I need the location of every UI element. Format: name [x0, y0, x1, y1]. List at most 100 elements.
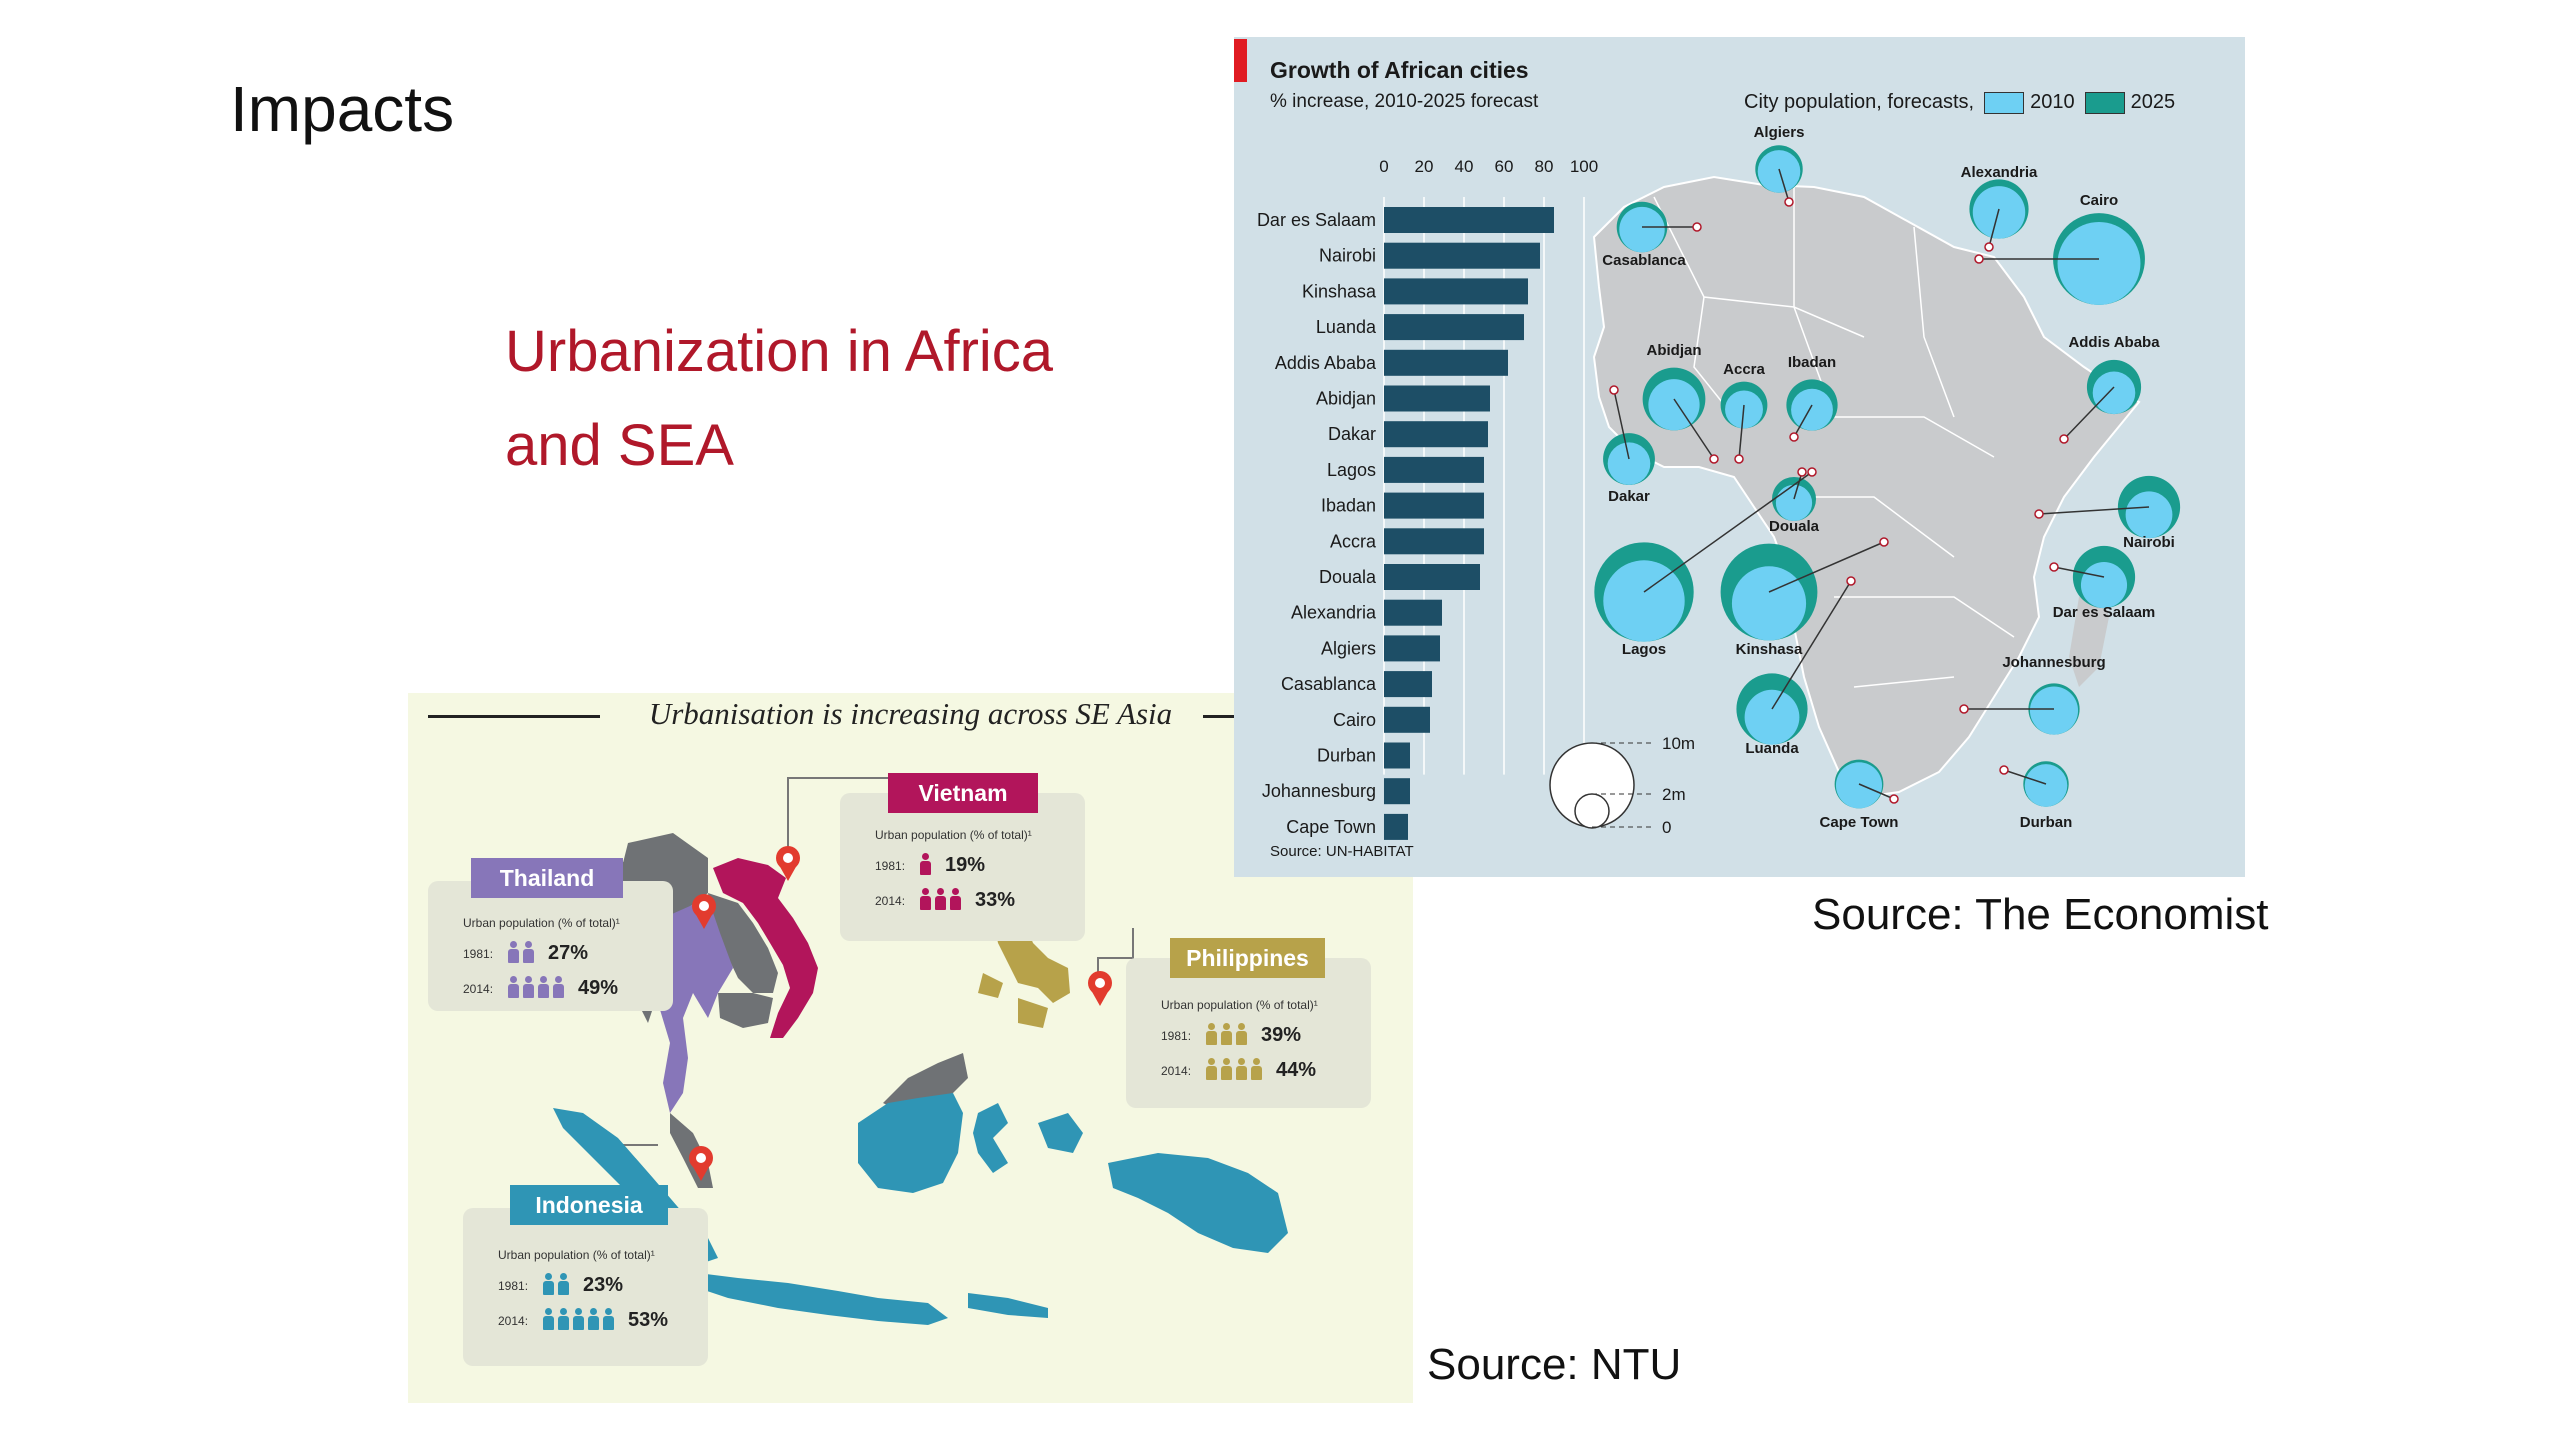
economist-red-tab [1234, 39, 1247, 82]
indonesia-tag: Indonesia [510, 1185, 668, 1225]
legend-swatch-2025 [2084, 91, 2125, 114]
bar [1384, 421, 1488, 448]
bar-category-label: Dakar [1328, 424, 1376, 444]
legend-2025: 2025 [2130, 91, 2176, 113]
bar-category-label: Luanda [1316, 317, 1377, 337]
leader-line [2063, 386, 2115, 440]
bar-category-label: Algiers [1321, 638, 1376, 658]
bar-category-label: Casablanca [1281, 674, 1377, 694]
philippines-pin-icon [1088, 971, 1112, 1006]
thailand-1981-people-icons [508, 941, 538, 966]
bar-category-label: Abidjan [1316, 389, 1376, 409]
indonesia-2014-label: 2014: [498, 1313, 529, 1328]
bar-category-label: Alexandria [1291, 603, 1377, 623]
map-pins [689, 846, 1112, 1181]
city-label: Durban [2020, 814, 2073, 831]
source-ntu: Source: NTU [1427, 1340, 1682, 1389]
bar-category-label: Addis Ababa [1275, 353, 1377, 373]
person-icon [558, 1308, 569, 1330]
city-dot [1609, 385, 1619, 395]
city-label: Lagos [1622, 641, 1666, 658]
leader-line [1643, 471, 1813, 593]
bar [1384, 349, 1508, 376]
person-icon [920, 888, 931, 910]
city-label: Casablanca [1602, 252, 1686, 269]
source-economist: Source: The Economist [1812, 890, 2269, 939]
leader-line [2003, 769, 2047, 785]
bar [1384, 528, 1484, 555]
vietnam-shape [713, 858, 818, 1038]
city-dot [2059, 434, 2069, 444]
laos-shape [708, 893, 778, 993]
vietnam-card: Urban population (% of total)¹ 1981: 19%… [840, 793, 1085, 941]
philippines-1981-people-icons [1206, 1023, 1251, 1048]
city-bubbles: Algiers Alexandria Cairo Casablanca Addis Ab… [1594, 124, 2181, 831]
person-icon [1206, 1023, 1217, 1045]
person-icon [1236, 1058, 1247, 1080]
bar [1384, 778, 1410, 805]
bar [1384, 492, 1484, 519]
thailand-2014-people-icons [508, 976, 568, 1001]
person-icon [508, 941, 519, 963]
person-icon [1251, 1058, 1262, 1080]
leader-line [1988, 208, 2000, 248]
legend-label: City population, forecasts, [1744, 91, 1975, 113]
bubble-2010 [2125, 491, 2173, 539]
city-label: Douala [1769, 518, 1820, 535]
indonesia-1981-people-icons [543, 1273, 573, 1298]
person-icon [558, 1273, 569, 1295]
bar [1384, 706, 1430, 733]
indonesia-2014-people-icons [543, 1308, 618, 1333]
leader-line [1768, 541, 1885, 593]
city-dot [1807, 467, 1817, 477]
city-dot [1692, 222, 1702, 232]
bar [1384, 564, 1480, 590]
city-dot [1879, 537, 1889, 547]
person-icon [1221, 1023, 1232, 1045]
cambodia-shape [718, 993, 773, 1028]
subtitle-line-1: Urbanization in Africa [505, 319, 1054, 384]
vietnam-1981-label: 1981: [875, 858, 906, 873]
city-dot [1999, 765, 2009, 775]
bubble-2010 [1835, 762, 1883, 809]
city-label: Algiers [1754, 124, 1805, 141]
vietnam-connector [787, 777, 888, 858]
city-dot [2034, 509, 2044, 519]
leader-line [1771, 580, 1852, 710]
leader-line [1738, 404, 1745, 460]
bar [1384, 671, 1432, 698]
indonesia-1981-label: 1981: [498, 1278, 529, 1293]
city-label: Luanda [1745, 740, 1799, 757]
bar [1384, 456, 1484, 483]
city-label: Cairo [2080, 192, 2118, 209]
bar [1384, 385, 1490, 412]
x-tick-label: 80 [1535, 157, 1554, 176]
city-label: Alexandria [1961, 164, 2038, 181]
population-legend: City population, forecasts, 2010 2025 [1744, 91, 2175, 114]
philippines-tag: Philippines [1170, 938, 1325, 978]
subtitle-line-2: and SEA [505, 413, 734, 478]
thailand-row-1981: 1981: 27% [463, 941, 588, 966]
vietnam-2014-value: 33% [975, 889, 1016, 911]
bar-category-label: Nairobi [1319, 246, 1376, 266]
x-tick-label: 20 [1415, 157, 1434, 176]
bar-category-label: Ibadan [1321, 496, 1376, 516]
thailand-shape [653, 898, 733, 1113]
person-icon [543, 1273, 554, 1295]
city-label: Dar es Salaam [2053, 604, 2156, 621]
indonesia-row-2014: 2014: 53% [498, 1308, 668, 1333]
bar-category-label: Dar es Salaam [1257, 210, 1376, 230]
x-tick-label: 60 [1495, 157, 1514, 176]
philippines-caption: Urban population (% of total)¹ [1161, 998, 1318, 1012]
thailand-1981-value: 27% [548, 942, 589, 964]
person-icon [523, 976, 534, 998]
thailand-caption: Urban population (% of total)¹ [463, 916, 620, 930]
philippines-2014-people-icons [1206, 1058, 1266, 1083]
bar [1384, 278, 1528, 305]
city-label: Kinshasa [1736, 641, 1803, 658]
leader-line [1778, 168, 1790, 203]
person-icon [538, 976, 549, 998]
vietnam-1981-people-icons [920, 853, 935, 878]
person-icon [920, 853, 931, 875]
person-icon [935, 888, 946, 910]
